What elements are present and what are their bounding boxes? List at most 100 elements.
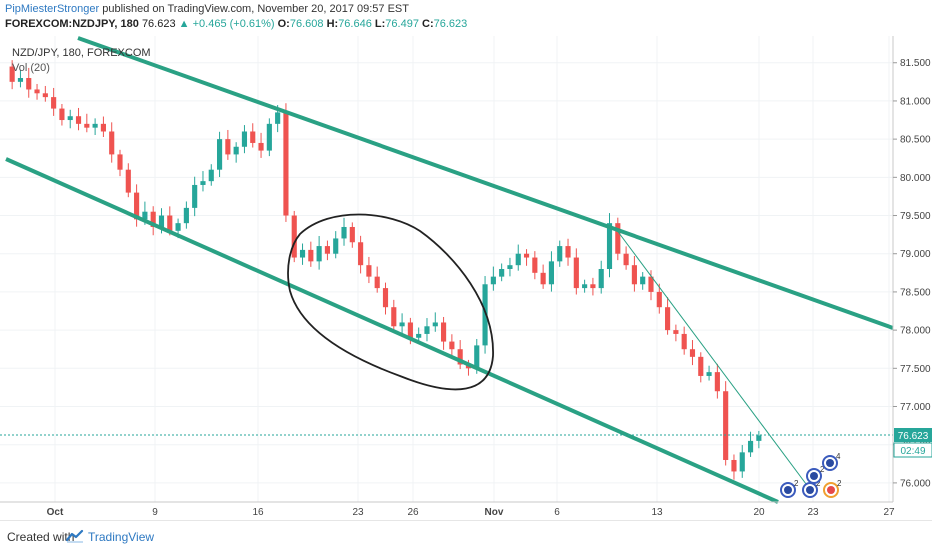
event-flag-icon — [810, 472, 818, 480]
candle-body — [275, 112, 281, 124]
candle-body — [233, 146, 239, 155]
candle-body — [150, 211, 156, 227]
candle-body — [283, 112, 289, 216]
price-chart[interactable]: 81.500 81.000 80.500 80.000 79.500 79.000 78.5… — [0, 36, 932, 520]
candle-body — [9, 66, 15, 82]
high-value: 76.646 — [338, 18, 372, 30]
candle-body — [158, 215, 165, 227]
y-tick-label: 79.500 — [900, 211, 931, 222]
tradingview-logo-icon — [66, 529, 84, 543]
candle-body — [134, 192, 140, 220]
candle-body — [358, 242, 364, 266]
candle-body — [441, 322, 447, 342]
candle-body — [673, 330, 679, 334]
event-count: 4 — [836, 452, 841, 461]
candle-body — [216, 139, 223, 170]
trend-line-thin[interactable] — [615, 228, 816, 497]
tradingview-brand-link[interactable]: TradingView — [88, 530, 155, 544]
candle-body — [706, 372, 712, 376]
candle-body — [598, 269, 604, 289]
candle-body — [416, 333, 422, 338]
y-tick-label: 81.000 — [900, 96, 931, 107]
close-label: C: — [422, 18, 434, 30]
candle-body — [457, 349, 463, 365]
price-axis[interactable]: 81.500 81.000 80.500 80.000 79.500 79.000 78.5… — [893, 58, 931, 489]
candle-body — [756, 435, 762, 441]
event-flag-icon — [827, 486, 835, 494]
lower-channel-line[interactable] — [5, 157, 779, 504]
up-arrow-icon: ▲ — [178, 18, 190, 30]
candle-body — [656, 291, 662, 308]
candle-body — [250, 131, 256, 143]
x-tick-label: 23 — [807, 507, 819, 518]
candles — [9, 60, 762, 480]
candle-body — [208, 169, 214, 182]
candle-body — [382, 288, 389, 308]
candle-body — [241, 131, 248, 147]
x-tick-label: 20 — [753, 507, 765, 518]
candle-body — [747, 440, 754, 453]
candle-body — [366, 265, 372, 277]
candle-body — [689, 349, 696, 357]
close-value: 76.623 — [433, 18, 468, 30]
event-marker[interactable]: 2 — [823, 479, 842, 498]
candle-body — [183, 207, 189, 224]
event-marker[interactable]: 2 — [802, 479, 821, 498]
candle-body — [565, 246, 571, 258]
candle-body — [192, 184, 198, 208]
candle-body — [117, 154, 123, 170]
event-marker[interactable]: 2 — [780, 479, 799, 498]
low-value: 76.497 — [385, 18, 419, 30]
author-link[interactable]: PipMiesterStronger — [5, 3, 100, 15]
time-axis[interactable]: Oct 9 16 23 26 Nov 6 13 20 23 27 — [47, 507, 895, 518]
candle-body — [200, 181, 206, 185]
candle-body — [449, 341, 455, 350]
candle-body — [51, 97, 57, 109]
candle-body — [374, 276, 380, 289]
event-count: 2 — [794, 479, 799, 488]
event-markers[interactable]: 2 2 2 2 4 — [780, 452, 842, 498]
candle-body — [557, 246, 563, 262]
y-tick-label: 78.000 — [900, 326, 931, 337]
candle-body — [291, 215, 297, 258]
high-label: H: — [326, 18, 339, 30]
candle-body — [349, 226, 355, 243]
candle-body — [125, 169, 131, 193]
open-label: O: — [277, 18, 290, 30]
candle-body — [698, 356, 704, 376]
candle-body — [582, 284, 588, 289]
event-marker[interactable]: 2 — [806, 465, 825, 484]
y-tick-label: 77.000 — [900, 402, 931, 413]
footer: Created with TradingView — [0, 520, 932, 550]
candle-body — [681, 333, 687, 350]
drawings — [5, 36, 894, 504]
candle-body — [482, 284, 488, 346]
plot-area[interactable] — [0, 36, 893, 502]
chart-header: PipMiesterStronger published on TradingV… — [0, 0, 932, 36]
ellipse-drawing[interactable] — [287, 213, 494, 391]
candle-body — [523, 253, 530, 258]
event-count: 2 — [820, 465, 825, 474]
symbol-label: FOREXCOM:NZDJPY, 180 — [5, 18, 139, 30]
candle-body — [17, 78, 24, 82]
candle-body — [26, 78, 32, 90]
upper-channel-line[interactable] — [77, 36, 894, 330]
x-tick-label: 23 — [352, 507, 364, 518]
event-marker[interactable]: 4 — [822, 452, 841, 471]
candle-body — [399, 322, 405, 327]
candle-body — [606, 223, 613, 269]
event-flag-icon — [806, 486, 814, 494]
candle-body — [723, 391, 729, 460]
chart-title: NZD/JPY, 180, FOREXCOM — [12, 47, 151, 59]
x-tick-label: 27 — [883, 507, 895, 518]
event-count: 2 — [816, 479, 821, 488]
candle-body — [59, 108, 65, 121]
x-tick-label: Nov — [485, 507, 504, 518]
candle-body — [391, 307, 397, 327]
candle-body — [474, 345, 480, 369]
candle-body — [67, 116, 73, 121]
y-tick-label: 76.000 — [900, 478, 931, 489]
open-value: 76.608 — [289, 18, 324, 30]
x-tick-label: 9 — [152, 507, 158, 518]
last-price: 76.623 — [141, 18, 176, 30]
